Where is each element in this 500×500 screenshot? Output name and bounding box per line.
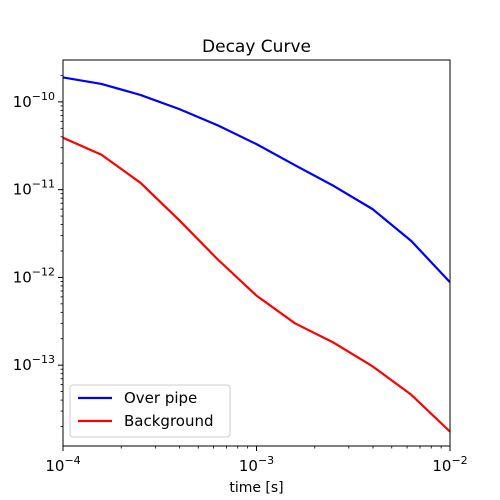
x-axis-label: time [s]	[229, 480, 283, 496]
series-layer	[62, 76, 451, 433]
x-axis: 10−4 10−3 10−2	[45, 446, 468, 475]
y-tick-label: 10−13	[13, 353, 55, 374]
x-tick-label: 10−3	[239, 454, 274, 475]
legend-label: Over pipe	[124, 389, 197, 407]
legend-label: Background	[124, 412, 214, 430]
series-line-background	[62, 136, 451, 433]
y-tick-label: 10−10	[13, 90, 55, 111]
chart-title: Decay Curve	[202, 37, 311, 57]
series-line-over-pipe	[62, 76, 451, 284]
x-tick-label: 10−2	[432, 454, 467, 475]
legend: Over pipe Background	[69, 384, 231, 438]
y-tick-label: 10−11	[13, 178, 55, 199]
y-axis: 10−10 10−11 10−12 10−13	[13, 75, 63, 427]
x-tick-label: 10−4	[45, 454, 80, 475]
y-tick-label: 10−12	[13, 265, 55, 286]
